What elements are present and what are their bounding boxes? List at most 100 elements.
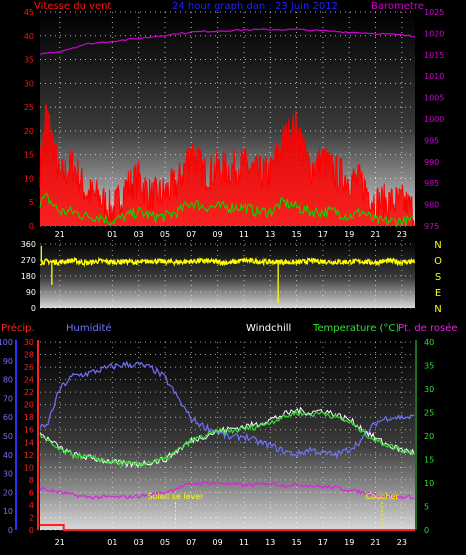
wind-speed-label: Vitesse du vent [34, 1, 111, 12]
direction-tick-label: 0 [31, 304, 36, 313]
humidity-label: Humidité [66, 322, 112, 334]
barometer-label: Barometre [371, 1, 424, 12]
pressure-axis: 1025 1020 1015 1010 1005 1000 995 990 985 980 975 [424, 8, 444, 231]
humidity-tick-label: 30 [3, 470, 13, 479]
precip-tick-label: 22 [24, 388, 34, 397]
wind-speed-tick-label: 5 [29, 198, 34, 207]
temperature-tick-label: 10 [424, 479, 434, 488]
sun-marker-label: Coucher [365, 492, 399, 501]
precip-tick-label: 24 [24, 376, 34, 385]
temperature-tick-label: 0 [424, 526, 429, 535]
pressure-tick-label: 975 [424, 222, 439, 231]
humidity-tick-label: 60 [3, 413, 13, 422]
time-tick-label: 01 [107, 230, 117, 239]
time-tick-label: 21 [55, 230, 65, 239]
temperature-axis: 40 35 30 25 20 15 10 5 0 [424, 338, 434, 535]
humidity-tick-label: 40 [3, 451, 13, 460]
direction-tick-label: 360 [21, 240, 36, 249]
wind-pressure-grid [40, 11, 415, 227]
humidity-tick-label: 70 [3, 394, 13, 403]
wind-pressure-series [39, 28, 416, 228]
pressure-tick-label: 1020 [424, 29, 444, 38]
pressure-tick-label: 1025 [424, 8, 444, 17]
precip-tick-label: 20 [24, 401, 34, 410]
temperature-time-axis: 21 01 03 05 07 09 11 13 15 17 19 21 23 [55, 538, 407, 547]
precip-tick-label: 26 [24, 363, 34, 372]
humidity-tick-label: 20 [3, 488, 13, 497]
temperature-series [39, 360, 415, 531]
time-tick-label: 09 [213, 230, 223, 239]
time-tick-label: 05 [160, 538, 170, 547]
windchill-label: Windchill [246, 323, 291, 334]
time-tick-label: 23 [397, 538, 407, 547]
time-tick-label: 11 [239, 538, 249, 547]
pressure-tick-label: 995 [424, 136, 439, 145]
wind-speed-tick-label: 30 [24, 79, 34, 88]
wind-direction-series [39, 245, 416, 303]
time-tick-label: 11 [239, 230, 249, 239]
time-tick-label: 07 [186, 538, 196, 547]
pressure-tick-label: 1015 [424, 51, 444, 60]
temperature-line [39, 409, 415, 469]
humidity-tick-label: 10 [3, 507, 13, 516]
time-tick-label: 03 [134, 230, 144, 239]
humidity-tick-label: 90 [3, 357, 13, 366]
precip-line [40, 524, 415, 531]
pressure-tick-label: 980 [424, 201, 439, 210]
time-tick-label: 19 [344, 230, 354, 239]
precip-tick-label: 16 [24, 426, 34, 435]
chart-title: 24 hour graph dan : 23 Juin 2012 [172, 1, 338, 12]
temperature-tick-label: 5 [424, 503, 429, 512]
humidity-tick-label: 50 [3, 432, 13, 441]
wind-direction-line [39, 256, 416, 268]
precip-tick-label: 14 [24, 438, 34, 447]
precip-tick-label: 12 [24, 451, 34, 460]
compass-label: O [434, 256, 442, 267]
compass-label: N [434, 240, 441, 251]
time-tick-label: 13 [265, 230, 275, 239]
time-tick-label: 09 [213, 538, 223, 547]
wind-speed-tick-label: 35 [24, 56, 34, 65]
dewpoint-label: Pt. de rosée [398, 322, 458, 334]
time-tick-label: 17 [318, 538, 328, 547]
wind-direction-plot-area [40, 240, 415, 308]
compass-label: N [434, 304, 441, 315]
temperature-label: Temperature (°C) [312, 323, 399, 334]
time-tick-label: 13 [265, 538, 275, 547]
humidity-tick-label: 100 [0, 338, 13, 347]
sun-annotations: Soleil se lever Coucher [148, 492, 399, 530]
pressure-tick-label: 1010 [424, 72, 444, 81]
compass-label: S [435, 272, 441, 283]
time-tick-label: 23 [397, 230, 407, 239]
wind-line [39, 192, 414, 228]
temperature-tick-label: 35 [424, 362, 434, 371]
wind-pressure-time-axis: 21 01 03 05 07 09 11 13 15 17 19 21 23 [55, 230, 407, 239]
sun-marker-label: Soleil se lever [148, 492, 205, 501]
wind-speed-tick-label: 20 [24, 127, 34, 136]
temperature-tick-label: 20 [424, 432, 434, 441]
time-tick-label: 15 [291, 538, 301, 547]
precip-tick-label: 18 [24, 413, 34, 422]
precip-tick-label: 2 [29, 513, 34, 522]
time-tick-label: 17 [318, 230, 328, 239]
precip-tick-label: 4 [29, 501, 34, 510]
wind-speed-tick-label: 25 [24, 103, 34, 112]
humidity-tick-label: 0 [8, 526, 13, 535]
pressure-tick-label: 990 [424, 158, 439, 167]
dewpoint-line [39, 481, 415, 500]
compass-label: E [435, 288, 441, 299]
humidity-tick-label: 80 [3, 376, 13, 385]
time-tick-label: 15 [291, 230, 301, 239]
direction-tick-label: 180 [21, 272, 36, 281]
wind-speed-tick-label: 0 [29, 222, 34, 231]
direction-tick-label: 270 [21, 256, 36, 265]
wind-speed-axis: 45 40 35 30 25 20 15 10 5 0 [24, 8, 34, 231]
pressure-tick-label: 1005 [424, 94, 444, 103]
temperature-tick-label: 40 [424, 338, 434, 347]
